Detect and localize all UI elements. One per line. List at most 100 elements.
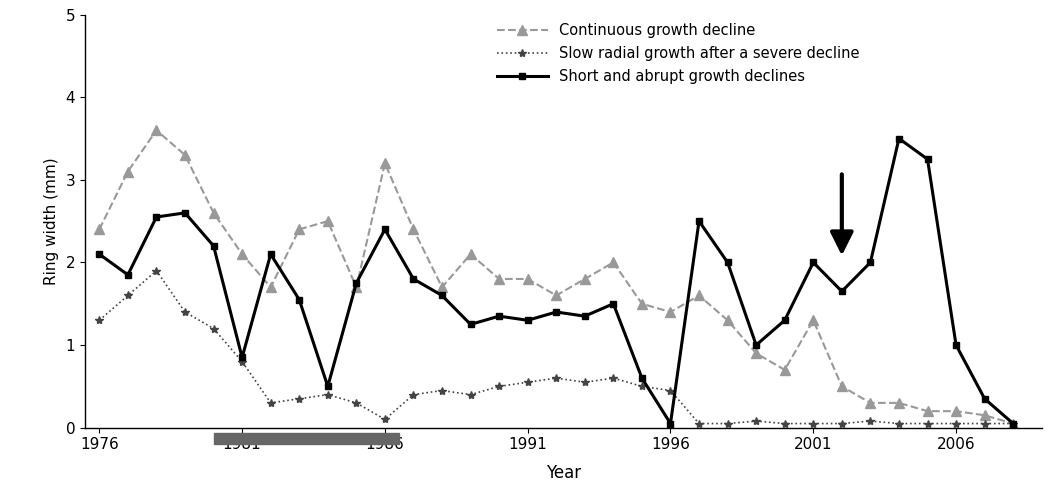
Continuous growth decline	[121, 169, 134, 174]
Slow radial growth after a severe decline	[179, 309, 191, 315]
Slow radial growth after a severe decline	[521, 379, 534, 385]
Slow radial growth after a severe decline	[807, 420, 820, 427]
Short and abrupt growth declines	[92, 251, 105, 257]
Continuous growth decline	[150, 127, 163, 133]
Continuous growth decline	[636, 301, 648, 307]
Short and abrupt growth declines	[265, 251, 277, 257]
Slow radial growth after a severe decline	[836, 420, 848, 427]
Short and abrupt growth declines	[807, 260, 820, 265]
Continuous growth decline	[236, 251, 249, 257]
Slow radial growth after a severe decline	[407, 392, 420, 398]
Short and abrupt growth declines	[236, 355, 249, 361]
Slow radial growth after a severe decline	[893, 420, 906, 427]
Slow radial growth after a severe decline	[550, 375, 562, 381]
Continuous growth decline	[864, 400, 877, 406]
Slow radial growth after a severe decline	[922, 420, 934, 427]
Continuous growth decline	[378, 160, 391, 166]
Continuous growth decline	[978, 412, 991, 418]
Slow radial growth after a severe decline	[778, 420, 791, 427]
Line: Short and abrupt growth declines: Short and abrupt growth declines	[96, 135, 1016, 427]
Slow radial growth after a severe decline	[121, 293, 134, 298]
Slow radial growth after a severe decline	[1007, 420, 1019, 427]
Short and abrupt growth declines	[578, 313, 591, 319]
Continuous growth decline	[893, 400, 906, 406]
Short and abrupt growth declines	[864, 260, 877, 265]
Short and abrupt growth declines	[922, 156, 934, 162]
Short and abrupt growth declines	[407, 276, 420, 282]
Continuous growth decline	[521, 276, 534, 282]
Slow radial growth after a severe decline	[664, 388, 677, 394]
Slow radial growth after a severe decline	[493, 383, 506, 389]
Slow radial growth after a severe decline	[350, 400, 362, 406]
Slow radial growth after a severe decline	[607, 375, 620, 381]
Continuous growth decline	[407, 226, 420, 232]
Short and abrupt growth declines	[179, 210, 191, 216]
Short and abrupt growth declines	[493, 313, 506, 319]
Bar	[214, 433, 400, 444]
Short and abrupt growth declines	[664, 420, 677, 427]
Short and abrupt growth declines	[350, 280, 362, 286]
Slow radial growth after a severe decline	[721, 420, 733, 427]
Short and abrupt growth declines	[436, 293, 449, 298]
Continuous growth decline	[778, 367, 791, 373]
Short and abrupt growth declines	[693, 218, 706, 224]
Continuous growth decline	[949, 408, 962, 414]
Slow radial growth after a severe decline	[949, 420, 962, 427]
Continuous growth decline	[550, 293, 562, 298]
Short and abrupt growth declines	[121, 272, 134, 278]
Short and abrupt growth declines	[292, 296, 305, 302]
Continuous growth decline	[207, 210, 220, 216]
Short and abrupt growth declines	[207, 243, 220, 249]
Short and abrupt growth declines	[550, 309, 562, 315]
Legend: Continuous growth decline, Slow radial growth after a severe decline, Short and : Continuous growth decline, Slow radial g…	[491, 17, 865, 90]
Short and abrupt growth declines	[378, 226, 391, 232]
Continuous growth decline	[179, 152, 191, 158]
Slow radial growth after a severe decline	[749, 418, 762, 424]
Slow radial growth after a severe decline	[864, 418, 877, 424]
Continuous growth decline	[607, 260, 620, 265]
Short and abrupt growth declines	[150, 214, 163, 220]
Slow radial growth after a severe decline	[465, 392, 477, 398]
Continuous growth decline	[350, 284, 362, 290]
Short and abrupt growth declines	[465, 322, 477, 328]
Slow radial growth after a severe decline	[436, 388, 449, 394]
Short and abrupt growth declines	[978, 396, 991, 401]
Continuous growth decline	[807, 317, 820, 323]
Continuous growth decline	[1007, 420, 1019, 427]
Continuous growth decline	[292, 226, 305, 232]
Short and abrupt growth declines	[321, 383, 334, 389]
X-axis label: Year: Year	[545, 464, 581, 482]
Continuous growth decline	[578, 276, 591, 282]
Slow radial growth after a severe decline	[578, 379, 591, 385]
Short and abrupt growth declines	[949, 342, 962, 348]
Short and abrupt growth declines	[521, 317, 534, 323]
Continuous growth decline	[265, 284, 277, 290]
Continuous growth decline	[922, 408, 934, 414]
Continuous growth decline	[721, 317, 733, 323]
Short and abrupt growth declines	[836, 288, 848, 294]
Slow radial growth after a severe decline	[207, 326, 220, 331]
Slow radial growth after a severe decline	[321, 392, 334, 398]
Short and abrupt growth declines	[607, 301, 620, 307]
Continuous growth decline	[836, 383, 848, 389]
Line: Continuous growth decline: Continuous growth decline	[95, 125, 1018, 429]
Slow radial growth after a severe decline	[236, 359, 249, 364]
Short and abrupt growth declines	[893, 136, 906, 141]
Short and abrupt growth declines	[749, 342, 762, 348]
Slow radial growth after a severe decline	[978, 420, 991, 427]
Continuous growth decline	[664, 309, 677, 315]
Slow radial growth after a severe decline	[378, 417, 391, 422]
Continuous growth decline	[693, 293, 706, 298]
Short and abrupt growth declines	[1007, 420, 1019, 427]
Slow radial growth after a severe decline	[150, 268, 163, 274]
Continuous growth decline	[749, 350, 762, 356]
Line: Slow radial growth after a severe decline: Slow radial growth after a severe declin…	[96, 266, 1017, 428]
Continuous growth decline	[92, 226, 105, 232]
Y-axis label: Ring width (mm): Ring width (mm)	[44, 157, 58, 285]
Short and abrupt growth declines	[721, 260, 733, 265]
Short and abrupt growth declines	[636, 375, 648, 381]
Slow radial growth after a severe decline	[292, 396, 305, 401]
Slow radial growth after a severe decline	[636, 383, 648, 389]
Slow radial growth after a severe decline	[92, 317, 105, 323]
Slow radial growth after a severe decline	[265, 400, 277, 406]
